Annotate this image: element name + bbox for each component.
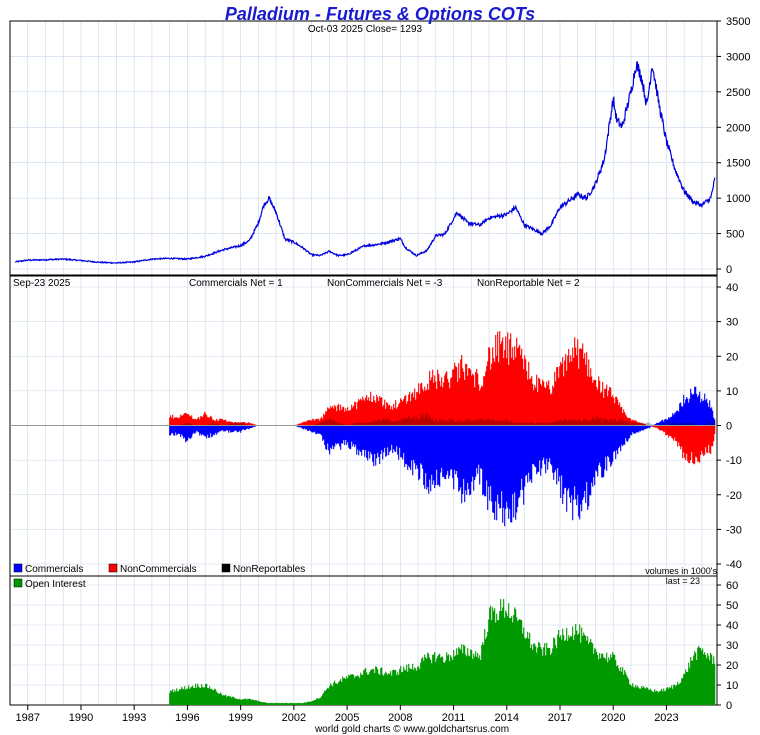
xtick-label: 2023 xyxy=(654,712,678,724)
price-ytick-label: 1000 xyxy=(726,193,750,205)
grid xyxy=(10,20,717,706)
xtick-label: 2017 xyxy=(548,712,572,724)
cot-ytick-label: -40 xyxy=(726,559,742,571)
volumes-note: volumes in 1000's xyxy=(645,566,717,576)
cot-ytick-label: -10 xyxy=(726,455,742,467)
price-ytick-label: 1500 xyxy=(726,158,750,170)
footer-credit: world gold charts © www.goldchartsrus.co… xyxy=(314,724,509,735)
chart-title: Palladium - Futures & Options COTs xyxy=(225,4,535,24)
oi-ytick-label: 30 xyxy=(726,640,738,652)
commercials-legend-swatch xyxy=(13,563,23,573)
xtick-label: 2014 xyxy=(495,712,519,724)
price-line xyxy=(14,61,716,264)
cot-ytick-label: 20 xyxy=(726,351,738,363)
price-ytick-label: 0 xyxy=(726,264,732,276)
xtick-label: 1993 xyxy=(122,712,146,724)
price-ytick-label: 2000 xyxy=(726,122,750,134)
noncommercials-net: NonCommercials Net = -3 xyxy=(327,278,443,289)
cot-panel xyxy=(10,331,717,527)
noncommercials-legend-label: NonCommercials xyxy=(120,564,197,575)
oi-ytick-label: 60 xyxy=(726,580,738,592)
oi-ytick-label: 10 xyxy=(726,680,738,692)
open-interest-panel xyxy=(169,599,716,705)
cot-ytick-label: -30 xyxy=(726,524,742,536)
xtick-label: 1990 xyxy=(69,712,93,724)
cot-ytick-label: 30 xyxy=(726,317,738,329)
commercials-legend-label: Commercials xyxy=(25,564,83,575)
panel-frames xyxy=(9,20,718,706)
axes: 0500100015002000250030003500-40-30-20-10… xyxy=(15,16,750,724)
price-ytick-label: 3000 xyxy=(726,51,750,63)
nonreportable-net: NonReportable Net = 2 xyxy=(477,278,580,289)
xtick-label: 1996 xyxy=(175,712,199,724)
xtick-label: 2005 xyxy=(335,712,359,724)
cot-ytick-label: 10 xyxy=(726,386,738,398)
cot-ytick-label: 0 xyxy=(726,421,732,433)
nonreportables-legend-swatch xyxy=(221,563,231,573)
open-interest-area xyxy=(169,599,716,705)
noncommercials-legend-swatch xyxy=(108,563,118,573)
xtick-label: 2008 xyxy=(388,712,412,724)
last-note: last = 23 xyxy=(666,576,700,586)
price-ytick-label: 500 xyxy=(726,229,744,241)
price-subtitle: Oct-03 2025 Close= 1293 xyxy=(308,24,423,35)
oi-ytick-label: 0 xyxy=(726,700,732,712)
nonreportables-legend-label: NonReportables xyxy=(233,564,305,575)
xtick-label: 2002 xyxy=(282,712,306,724)
price-panel xyxy=(14,61,716,264)
oi-ytick-label: 20 xyxy=(726,660,738,672)
cot-date: Sep-23 2025 xyxy=(13,278,71,289)
oi-ytick-label: 40 xyxy=(726,620,738,632)
price-ytick-label: 2500 xyxy=(726,87,750,99)
commercials-net: Commercials Net = 1 xyxy=(189,278,283,289)
open-interest-legend-swatch xyxy=(13,578,23,588)
xtick-label: 2011 xyxy=(442,712,466,724)
oi-ytick-label: 50 xyxy=(726,600,738,612)
xtick-label: 1987 xyxy=(15,712,39,724)
price-ytick-label: 3500 xyxy=(726,16,750,28)
price-panel-frame xyxy=(9,20,718,276)
open-interest-legend-label: Open Interest xyxy=(25,579,86,590)
cot-ytick-label: 40 xyxy=(726,282,738,294)
xtick-label: 1999 xyxy=(228,712,252,724)
xtick-label: 2020 xyxy=(601,712,625,724)
cot-ytick-label: -20 xyxy=(726,490,742,502)
